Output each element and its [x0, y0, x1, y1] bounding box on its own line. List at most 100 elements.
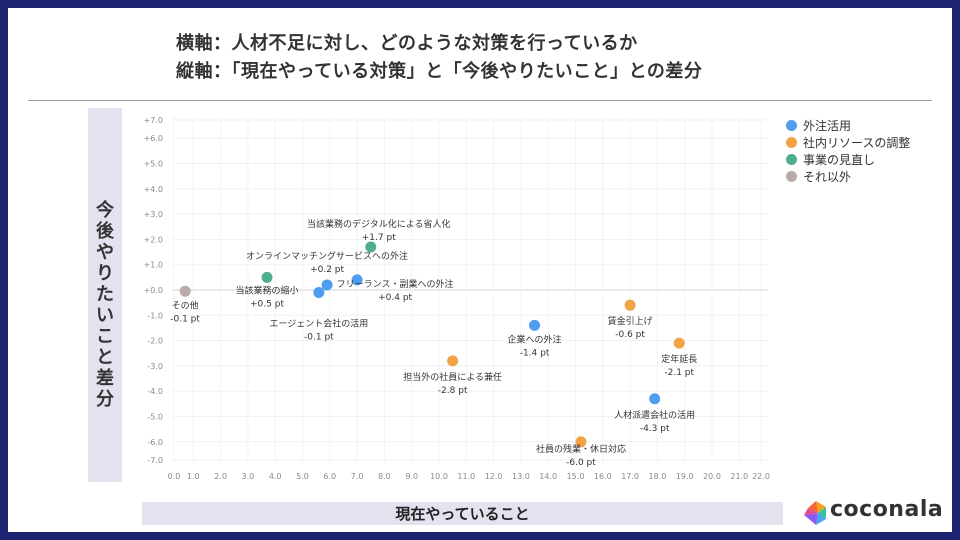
data-point [313, 287, 325, 299]
data-label-value: -2.1 pt [664, 368, 694, 378]
legend-label: 社内リソースの調整 [803, 136, 911, 150]
y-axis-title-char: こ [96, 326, 114, 347]
data-label-value: +0.4 pt [378, 293, 412, 303]
legend-item-other: それ以外 [786, 169, 910, 186]
data-label-name: フリーランス・副業への外注 [337, 278, 454, 290]
data-label-value: +1.7 pt [362, 233, 396, 243]
data-label-value: -0.1 pt [304, 333, 334, 343]
data-point [575, 436, 587, 448]
legend-dot-icon [786, 171, 797, 182]
x-tick-labels: 0.0 1.0 2.0 3.0 4.0 5.0 6.0 7.0 8.0 9.0 10.0 11.0 12… [168, 472, 770, 481]
data-label: エージェント会社の活用 -0.1 pt [269, 318, 368, 343]
data-label-name: 社員の残業・休日対応 [536, 443, 626, 455]
data-label-value: -0.1 pt [170, 314, 200, 324]
x-tick-label: 19.0 [676, 472, 694, 481]
legend-label: それ以外 [803, 170, 852, 184]
data-label-value: +0.2 pt [310, 265, 344, 275]
legend: 外注活用 社内リソースの調整 事業の見直し それ以外 [786, 118, 910, 186]
slide [8, 8, 952, 532]
brand-name: coconala [830, 497, 944, 522]
data-label: 定年延長 -2.1 pt [661, 353, 697, 378]
y-tick-label: -6.0 [147, 438, 163, 447]
coconala-logo-icon [804, 501, 826, 525]
x-tick-label: 3.0 [242, 472, 255, 481]
y-axis-title-char: 今 [96, 200, 114, 221]
x-axis-title-panel: 現在やっていること [142, 502, 783, 525]
y-axis-title-char: や [96, 242, 114, 263]
y-axis-title-char: 後 [96, 221, 114, 242]
legend-item-outsourcing: 外注活用 [786, 118, 910, 135]
data-label: フリーランス・副業への外注 +0.4 pt [337, 278, 454, 303]
y-tick-label: -7.0 [147, 456, 163, 465]
legend-item-internal-resources: 社内リソースの調整 [786, 135, 910, 152]
data-point [365, 241, 377, 253]
x-tick-label: 18.0 [648, 472, 666, 481]
y-tick-label: +1.0 [144, 261, 163, 270]
y-tick-label: +4.0 [144, 185, 163, 194]
y-tick-label: +7.0 [144, 116, 163, 125]
x-tick-label: 2.0 [214, 472, 227, 481]
title-line-2: 縦軸：「現在やっている対策」と「今後やりたいこと」との差分 [176, 61, 703, 82]
brand-logo: coconala [802, 497, 943, 527]
x-tick-label: 5.0 [296, 472, 309, 481]
title-line-1: 横軸：人材不足に対し、どのような対策を行っているか [176, 33, 638, 54]
legend-dot-icon [786, 154, 797, 165]
y-axis-title-char: た [96, 284, 114, 305]
data-label-name: オンラインマッチングサービスへの外注 [246, 250, 408, 262]
y-tick-label: -2.0 [147, 337, 163, 346]
data-label: 当該業務の縮小 +0.5 pt [236, 284, 299, 309]
data-label: 当該業務のデジタル化による省人化 +1.7 pt [307, 218, 451, 243]
y-axis-title-char: と [96, 347, 114, 368]
x-tick-label: 1.0 [187, 472, 200, 481]
legend-item-business-review: 事業の見直し [786, 152, 910, 169]
legend-label: 外注活用 [803, 119, 852, 133]
data-label: オンラインマッチングサービスへの外注 +0.2 pt [246, 250, 408, 275]
x-tick-label: 4.0 [269, 472, 282, 481]
data-label-name: 定年延長 [661, 353, 697, 365]
x-tick-label: 20.0 [703, 472, 721, 481]
data-point [649, 393, 661, 405]
x-tick-label: 13.0 [512, 472, 530, 481]
title-divider [28, 100, 932, 101]
x-tick-label: 22.0 [752, 472, 770, 481]
y-tick-label: +5.0 [144, 160, 163, 169]
data-label-value: -2.8 pt [438, 386, 468, 396]
data-label-name: 人材派遣会社の活用 [614, 409, 695, 421]
data-label-value: -0.6 pt [615, 330, 645, 340]
x-tick-label: 15.0 [567, 472, 585, 481]
legend-label: 事業の見直し [803, 153, 876, 167]
data-label-value: -4.3 pt [640, 424, 670, 434]
x-tick-label: 11.0 [457, 472, 475, 481]
data-label-value: -1.4 pt [520, 348, 550, 358]
data-point [261, 271, 273, 283]
y-tick-label: -3.0 [147, 362, 163, 371]
y-tick-label: -4.0 [147, 387, 163, 396]
data-point [351, 274, 363, 286]
y-tick-label: +3.0 [144, 210, 163, 219]
x-tick-label: 17.0 [621, 472, 639, 481]
data-points [179, 241, 685, 448]
data-point [447, 355, 459, 367]
data-label: 人材派遣会社の活用 -4.3 pt [614, 409, 695, 434]
x-tick-label: 6.0 [323, 472, 336, 481]
data-label-name: 賃金引上げ [608, 315, 653, 327]
y-axis-title-char: り [96, 263, 114, 284]
data-point [321, 279, 333, 291]
y-axis-title: 今後やりたいこと差分 [88, 200, 122, 410]
y-axis-title-char: 差 [96, 368, 114, 389]
x-tick-label: 7.0 [351, 472, 364, 481]
data-label: 賃金引上げ -0.6 pt [608, 315, 653, 340]
data-label: 担当外の社員による兼任 -2.8 pt [403, 371, 502, 396]
legend-dot-icon [786, 137, 797, 148]
y-axis-title-panel: 今後やりたいこと差分 [88, 108, 122, 482]
data-labels: その他 -0.1 pt 当該業務の縮小 +0.5 pt エージェント会社の活用 -0.1 … [170, 218, 697, 468]
y-tick-label: -5.0 [147, 413, 163, 422]
x-tick-label: 10.0 [430, 472, 448, 481]
x-tick-label: 12.0 [485, 472, 503, 481]
y-tick-label: -1.0 [147, 311, 163, 320]
legend-dot-icon [786, 120, 797, 131]
data-label-name: 担当外の社員による兼任 [403, 371, 502, 383]
x-tick-label: 21.0 [730, 472, 748, 481]
x-tick-label: 16.0 [594, 472, 612, 481]
